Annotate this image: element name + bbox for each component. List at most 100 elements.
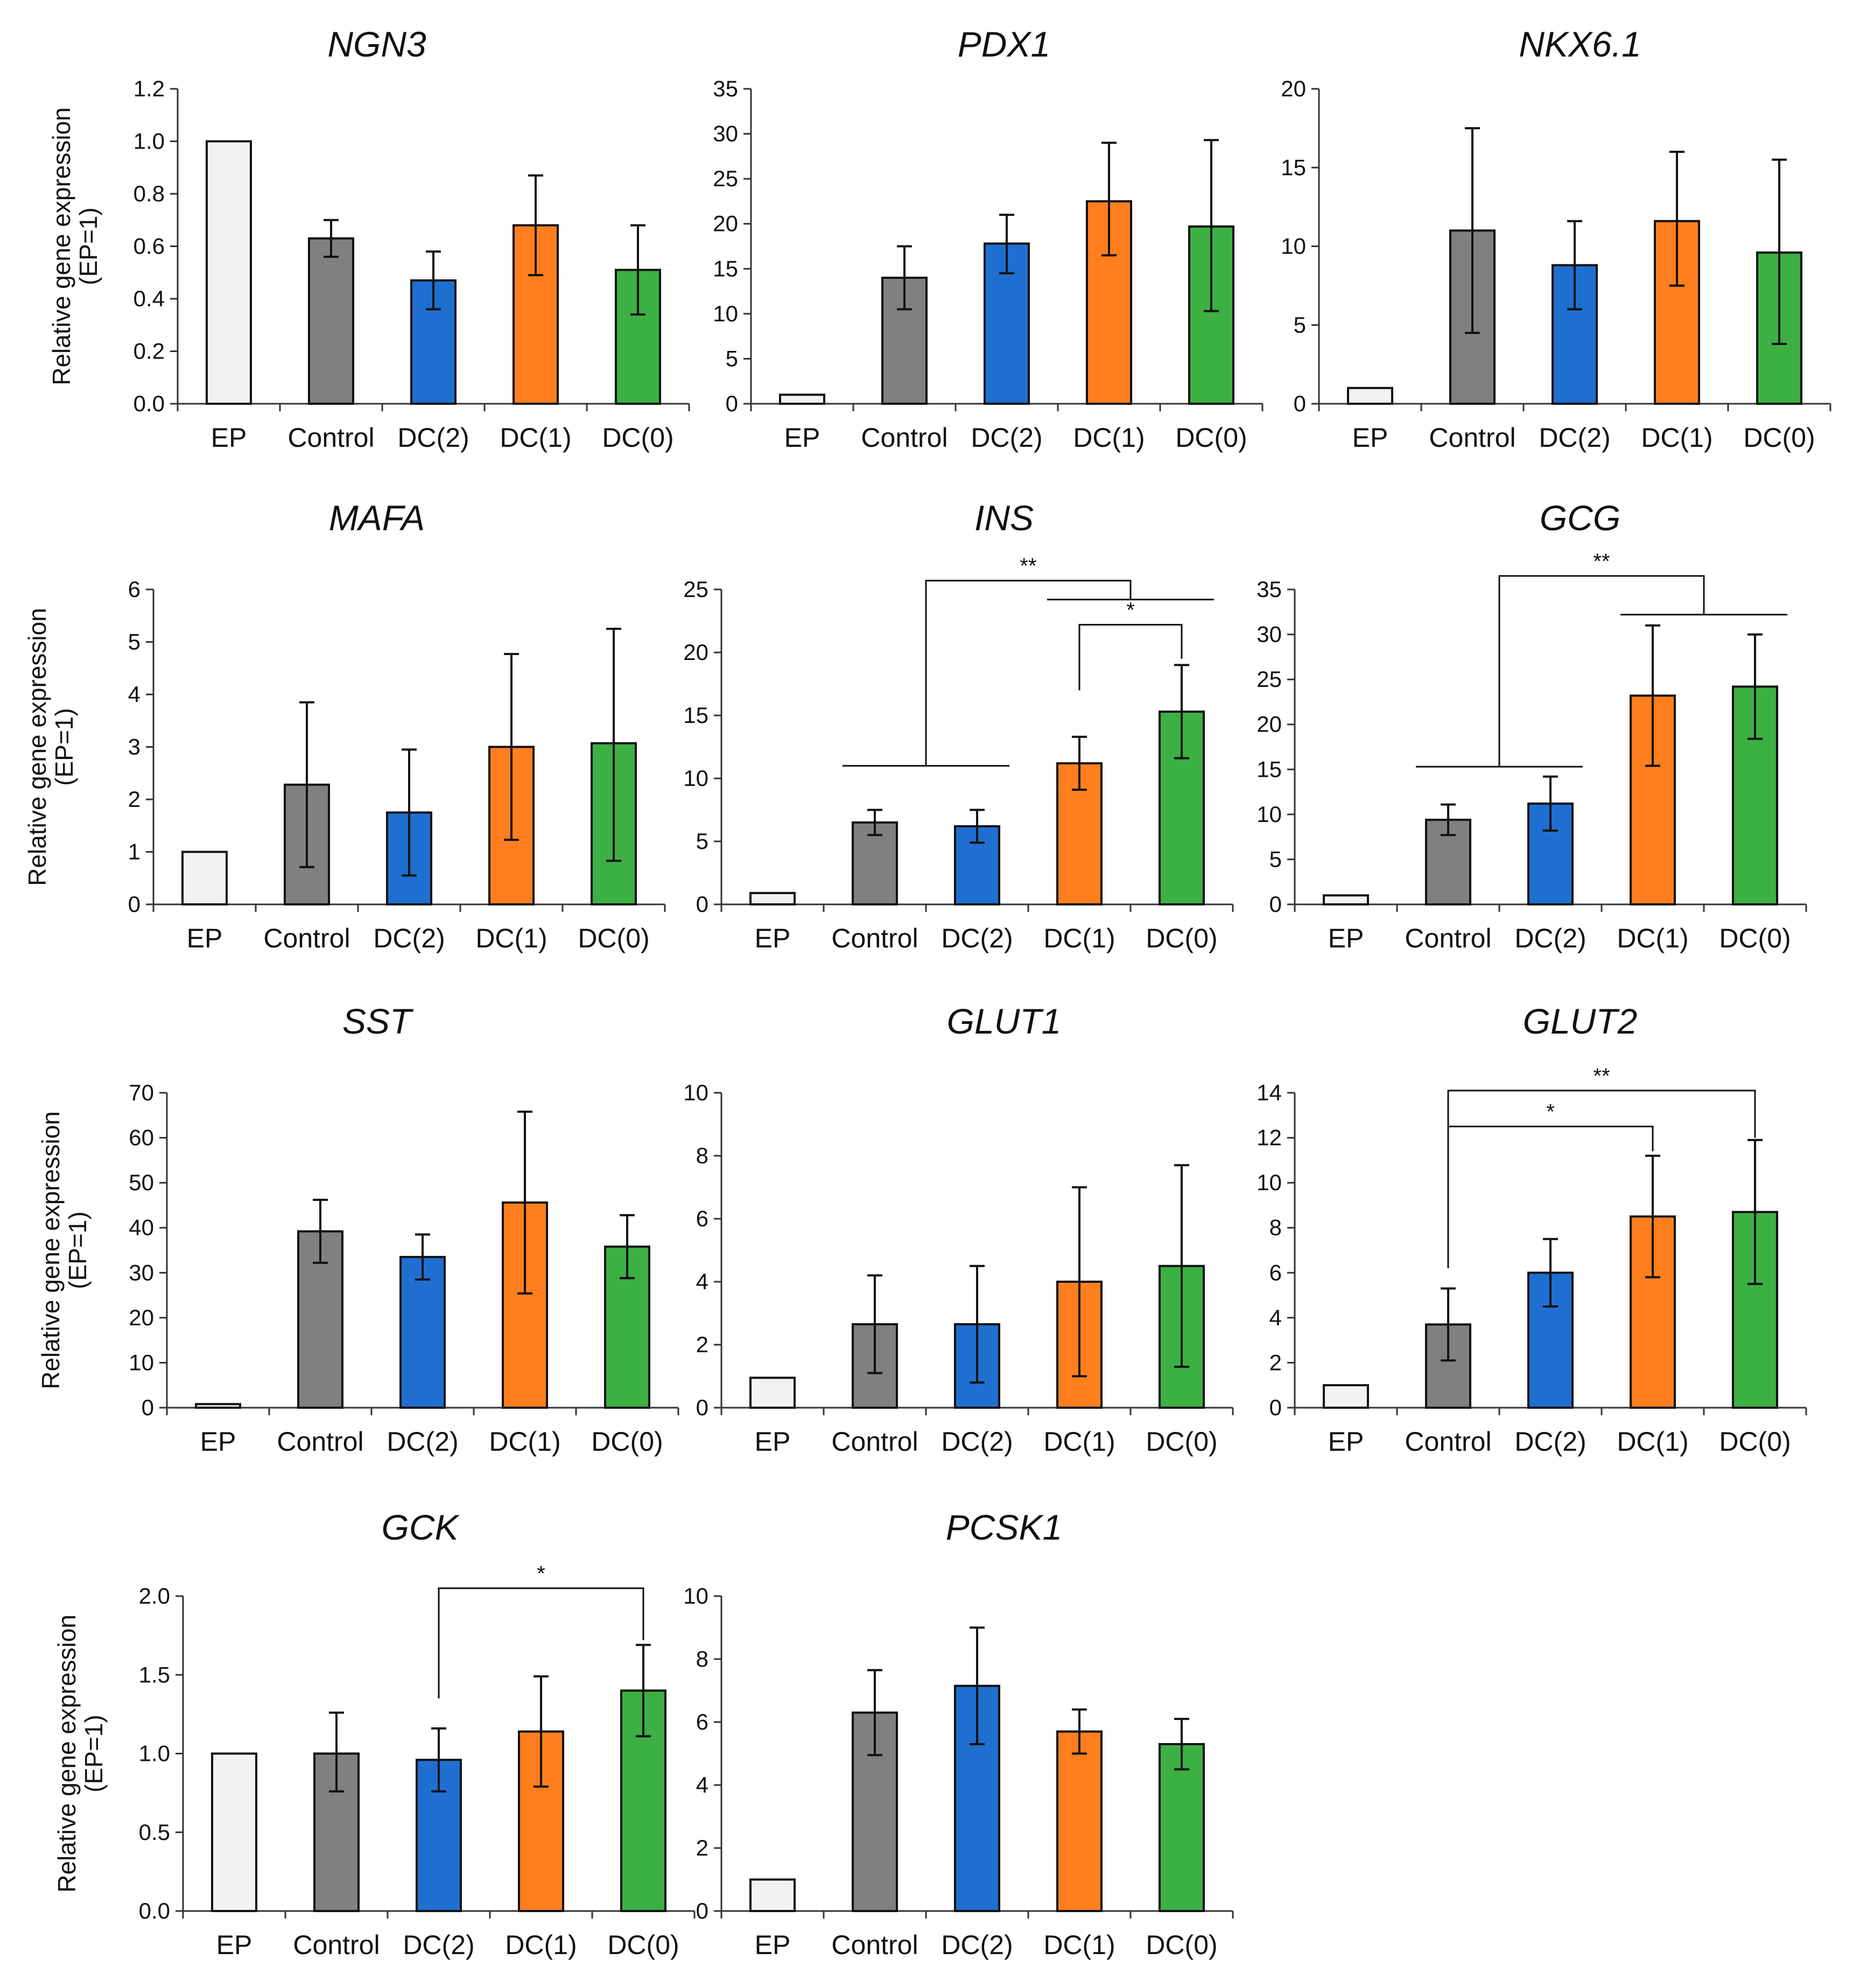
y-axis-label-unit: (EP=1): [64, 1211, 92, 1289]
x-category-label: DC(2): [941, 1427, 1013, 1457]
x-category-label: EP: [1328, 1427, 1364, 1457]
chart-title: PCSK1: [946, 1507, 1062, 1547]
y-tick-label: 15: [1281, 154, 1306, 180]
y-tick-label: 15: [1257, 756, 1282, 782]
y-tick-label: 8: [696, 1143, 708, 1168]
y-tick-label: 35: [713, 76, 738, 101]
y-tick-label: 60: [129, 1125, 154, 1150]
y-tick-label: 10: [683, 1080, 708, 1105]
bar-ep: [749, 1376, 796, 1409]
y-axis-label: Relative gene expression: [53, 1614, 81, 1893]
significance-marker: **: [1593, 1064, 1610, 1088]
y-tick-label: 70: [129, 1080, 154, 1105]
x-category-label: DC(0): [1146, 923, 1217, 953]
bar-ep: [749, 1878, 796, 1912]
x-category-label: EP: [200, 1427, 236, 1457]
chart-title: SST: [342, 1001, 414, 1041]
significance-bracket: [1416, 575, 1787, 768]
x-category-label: DC(1): [1043, 1427, 1115, 1457]
y-tick-label: 4: [696, 1269, 708, 1294]
y-tick-label: 5: [696, 828, 708, 854]
y-tick-label: 2.0: [139, 1583, 170, 1608]
y-axis-label: Relative gene expression: [47, 107, 75, 385]
x-category-label: DC(2): [397, 423, 469, 453]
x-category-label: Control: [861, 423, 947, 453]
bar-ep: [211, 1752, 257, 1912]
y-tick-label: 0.0: [134, 391, 165, 416]
chart-panel-ngn3: NGN3 Relative gene expression(EP=1) 0.0 0.2…: [47, 24, 690, 453]
x-category-label: DC(1): [1043, 1930, 1115, 1960]
x-category-label: EP: [1328, 923, 1364, 953]
significance-bracket: [1447, 1090, 1756, 1233]
x-category-label: Control: [831, 923, 918, 953]
x-category-label: DC(1): [1073, 423, 1145, 453]
y-tick-label: 0: [696, 1898, 708, 1923]
x-category-label: DC(1): [475, 923, 547, 953]
y-tick-label: 0: [1269, 1395, 1282, 1420]
chart-title: PDX1: [958, 24, 1050, 64]
y-tick-label: 14: [1257, 1080, 1282, 1105]
x-category-label: Control: [293, 1930, 380, 1960]
y-tick-label: 0.2: [134, 339, 165, 364]
y-tick-label: 10: [1281, 234, 1306, 259]
y-tick-label: 10: [129, 1350, 154, 1375]
x-category-label: DC(1): [489, 1427, 560, 1457]
y-tick-label: 0: [1269, 891, 1282, 917]
bar-control: [308, 237, 354, 405]
x-category-label: DC(0): [1175, 423, 1247, 453]
significance-bracket: [843, 580, 1214, 767]
y-tick-label: 1.2: [134, 76, 165, 101]
y-tick-label: 3: [128, 734, 141, 760]
y-tick-label: 25: [1257, 666, 1282, 692]
x-category-label: EP: [755, 923, 791, 953]
y-tick-label: 0: [128, 891, 141, 917]
bar-control: [852, 1711, 898, 1912]
x-category-label: DC(0): [1743, 423, 1815, 453]
significance-bracket: [438, 1587, 644, 1699]
x-category-label: Control: [277, 1427, 363, 1457]
y-tick-label: 25: [683, 577, 708, 602]
x-category-label: Control: [1405, 923, 1491, 953]
x-category-label: EP: [1352, 423, 1388, 453]
x-category-label: DC(2): [941, 1930, 1013, 1960]
chart-panel-pcsk1: PCSK1 0 2 4 6 8 10 EP Control DC(2) DC(1) DC(0): [683, 1507, 1234, 1960]
chart-panel-gcg: GCG 0 5 10 15 20 25 30 35 EP Control DC(2) DC(1) DC(0…: [1257, 498, 1807, 953]
x-category-label: DC(0): [1719, 923, 1791, 953]
y-tick-label: 10: [713, 301, 738, 326]
bar-ep: [206, 140, 252, 405]
chart-title: GCG: [1540, 498, 1620, 538]
significance-marker: *: [537, 1562, 545, 1585]
x-category-label: Control: [1429, 423, 1515, 453]
chart-panel-pdx1: PDX1 0 5 10 15 20 25 30 35 EP Control DC(2) DC(1) DC(…: [713, 24, 1264, 453]
bar-dc2: [1527, 1272, 1574, 1409]
y-tick-label: 4: [696, 1772, 708, 1797]
y-axis-label: Relative gene expression: [23, 608, 51, 886]
chart-panel-nkx6-1: NKX6.1 0 5 10 15 20 EP Control DC(2) DC(1) DC(0): [1281, 24, 1831, 453]
y-axis-label-unit: (EP=1): [74, 207, 102, 285]
chart-panel-glut2: GLUT2 0 2 4 6 8 10 12 14 EP Control DC(2) DC(1) DC(0)…: [1257, 1001, 1807, 1457]
bar-ep: [1323, 894, 1369, 906]
y-tick-label: 25: [713, 166, 738, 191]
y-tick-label: 35: [1257, 577, 1282, 602]
significance-bracket: [1078, 624, 1183, 691]
y-tick-label: 10: [1257, 802, 1282, 827]
x-category-label: EP: [755, 1930, 791, 1960]
y-tick-label: 2: [128, 786, 141, 812]
y-tick-label: 8: [1269, 1215, 1282, 1240]
x-category-label: DC(2): [387, 1427, 458, 1457]
y-tick-label: 1: [128, 839, 141, 865]
y-tick-label: 0.6: [134, 234, 165, 259]
chart-panel-gck: GCK Relative gene expression(EP=1) 0.0 0.5 1…: [53, 1507, 696, 1960]
y-tick-label: 0.8: [134, 181, 165, 206]
y-tick-label: 12: [1257, 1125, 1282, 1150]
x-category-label: DC(0): [578, 923, 649, 953]
y-tick-label: 4: [128, 682, 141, 707]
x-category-label: Control: [263, 923, 350, 953]
y-tick-label: 6: [128, 577, 141, 602]
x-category-label: DC(1): [505, 1930, 577, 1960]
chart-panel-mafa: MAFA Relative gene expression(EP=1) 0 1 2 3 4 5…: [23, 498, 666, 953]
x-category-label: DC(1): [1617, 923, 1688, 953]
chart-title: NKX6.1: [1519, 24, 1641, 64]
x-category-label: Control: [287, 423, 374, 453]
y-tick-label: 20: [129, 1305, 154, 1330]
